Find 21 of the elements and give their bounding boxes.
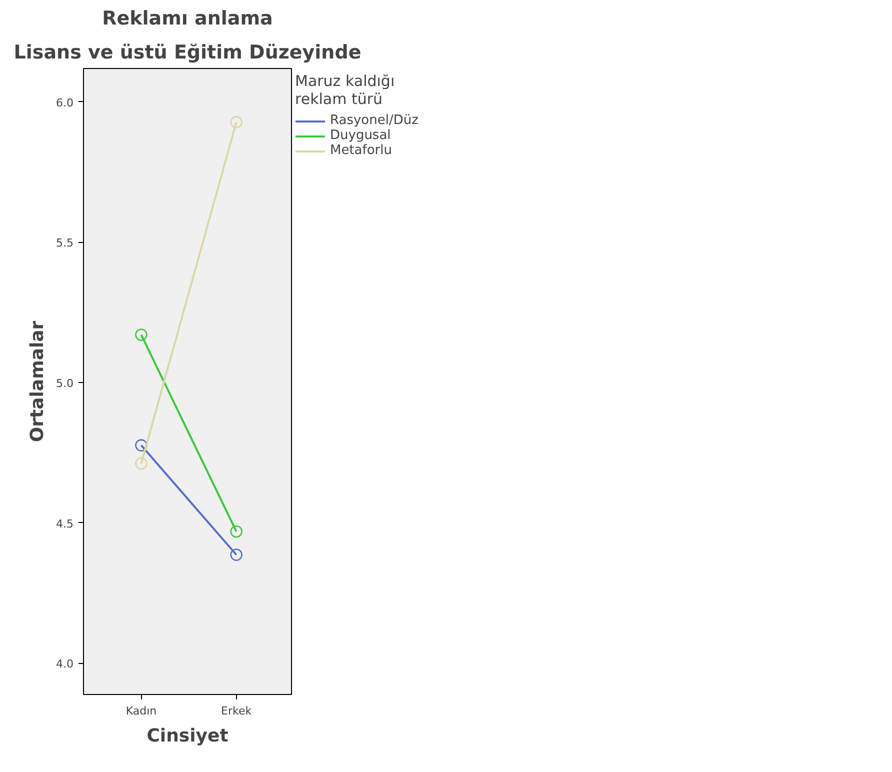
- point: [230, 116, 242, 128]
- y-tick-label: 6.0: [56, 96, 74, 110]
- point: [135, 457, 148, 470]
- legend-title: Maruz kaldığı reklam türü: [295, 72, 396, 108]
- x-tick-label: Kadın: [126, 704, 157, 718]
- chart-subtitle: Lisans ve üstü Eğitim Düzeyinde: [14, 42, 362, 64]
- y-tick-label: 4.5: [56, 517, 74, 530]
- point: [135, 439, 148, 452]
- chart-title: Reklamı anlama: [102, 8, 273, 30]
- y-tick-label: 4.0: [56, 658, 74, 671]
- point: [230, 548, 242, 561]
- legend-label: Rasyonel/Düz: [330, 113, 418, 128]
- point: [230, 525, 242, 538]
- y-axis-title: Ortalamalar: [27, 320, 48, 442]
- legend-label: Metaforlu: [330, 143, 392, 158]
- y-tick-label: 5.5: [56, 236, 74, 250]
- y-tick-label: 5.0: [56, 376, 74, 390]
- legend-label: Duygusal: [330, 128, 391, 143]
- point: [135, 328, 148, 341]
- x-axis-title: Cinsiyet: [146, 726, 229, 746]
- x-tick-label: Erkek: [221, 704, 252, 718]
